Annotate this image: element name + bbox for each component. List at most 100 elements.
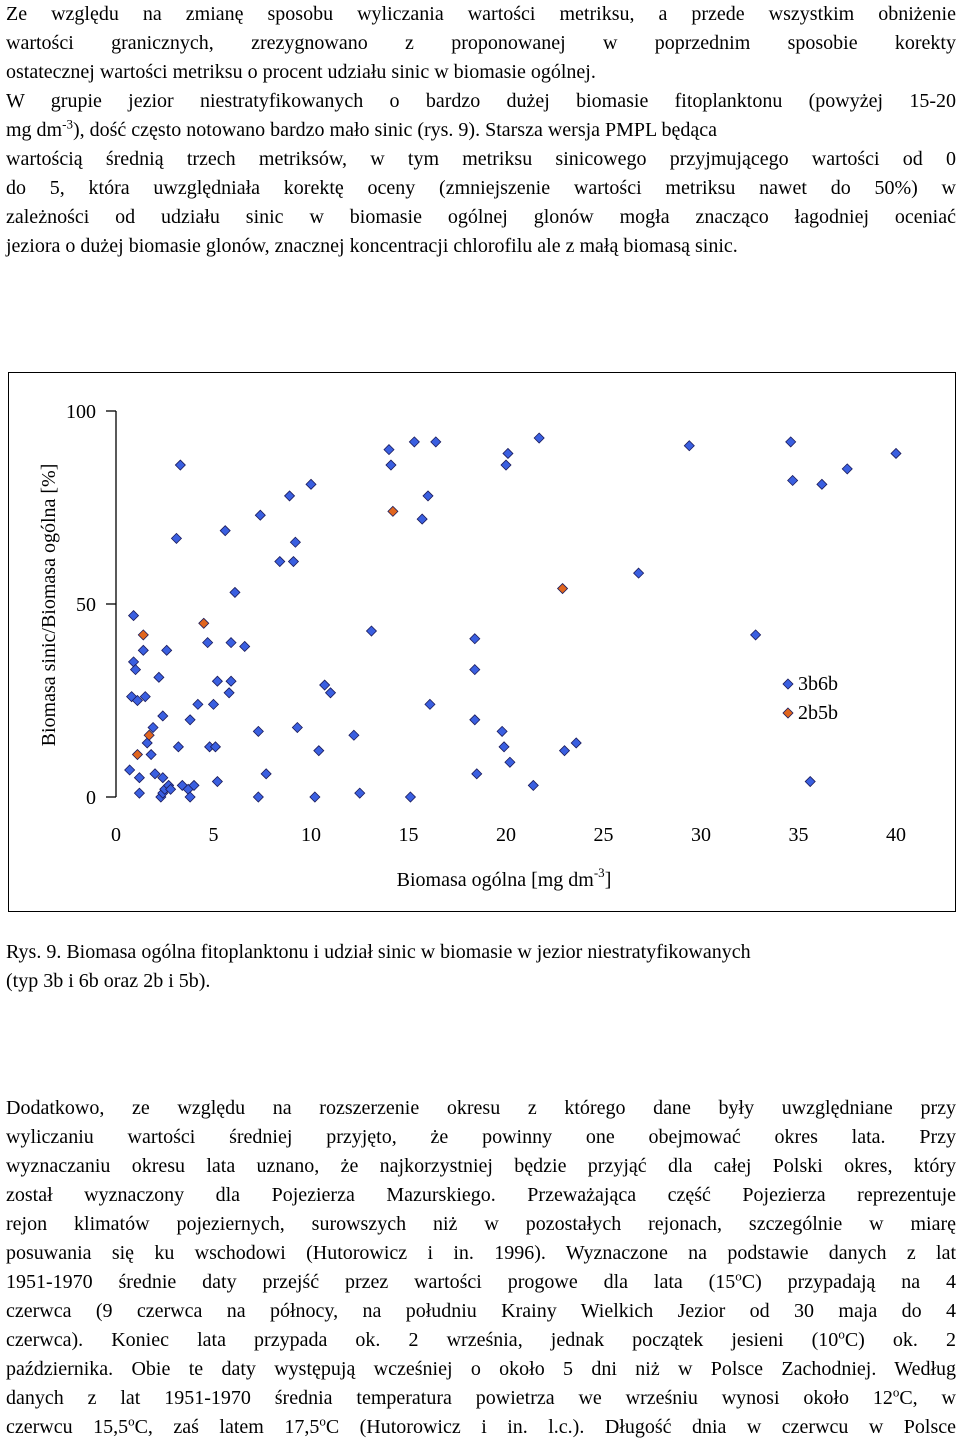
data-point-3b6b — [289, 536, 301, 548]
data-point-3b6b — [383, 444, 395, 456]
data-point-3b6b — [471, 768, 483, 780]
data-point-3b6b — [127, 656, 140, 668]
x-axis-label: Biomasa ogólna [mg dm-3] — [397, 865, 612, 891]
text-line: wyznaczaniu okresu lata uznano, że najko… — [6, 1155, 956, 1177]
text-line: posuwania się ku wschodowi (Hutorowicz i… — [6, 1242, 956, 1264]
data-point-3b6b — [219, 525, 231, 537]
text-line: czerwca (9 czerwca na północy, na połudn… — [6, 1300, 956, 1322]
data-point-3b6b — [170, 532, 183, 544]
data-point-3b6b — [157, 772, 169, 784]
data-point-3b6b — [365, 625, 378, 637]
data-point-3b6b — [348, 729, 360, 741]
data-point-3b6b — [430, 436, 442, 448]
data-point-3b6b — [287, 555, 300, 568]
data-point-3b6b — [172, 741, 184, 753]
data-point-2b5b — [143, 729, 155, 741]
data-point-3b6b — [816, 478, 828, 490]
legend-label: 2b5b — [798, 702, 838, 724]
text-line: W grupie jezior niestratyfikowanych o ba… — [6, 90, 956, 112]
text-line: danych z lat 1951-1970 średnia temperatu… — [6, 1384, 956, 1409]
data-point-3b6b — [408, 436, 420, 448]
data-point-3b6b — [841, 463, 853, 475]
data-point-3b6b — [207, 698, 220, 710]
text-line: czerwcu 15,5oC, zaś latem 17,5oC (Hutoro… — [6, 1413, 956, 1438]
x-tick-label: 10 — [301, 824, 321, 846]
data-point-3b6b — [291, 721, 303, 734]
data-point-3b6b — [229, 586, 241, 598]
data-point-3b6b — [498, 741, 510, 753]
text-line: czerwca). Koniec lata przypada ok. 2 wrz… — [6, 1326, 956, 1351]
data-point-3b6b — [533, 432, 545, 444]
text-line: Ze względu na zmianę sposobu wyliczania … — [6, 3, 956, 25]
chart-axes: 0 50 100 0 5 10 15 20 25 30 35 40 — [66, 401, 906, 846]
x-tick-label: 0 — [111, 824, 121, 846]
data-point-3b6b — [252, 791, 264, 803]
caption-line: (typ 3b i 6b oraz 2b i 5b). — [6, 970, 211, 992]
unit-exponent: -3 — [62, 116, 73, 132]
data-point-3b6b — [570, 737, 582, 749]
data-point-3b6b — [416, 513, 428, 525]
caption-line: Rys. 9. Biomasa ogólna fitoplanktonu i u… — [6, 941, 751, 963]
data-point-3b6b — [141, 737, 153, 749]
data-point-3b6b — [274, 555, 286, 568]
data-point-3b6b — [424, 698, 436, 710]
data-point-3b6b — [254, 509, 266, 521]
data-point-3b6b — [469, 633, 481, 645]
data-point-3b6b — [209, 741, 222, 753]
data-point-3b6b — [283, 490, 296, 502]
degree-sign: o — [838, 1326, 845, 1342]
legend-marker — [782, 707, 794, 719]
data-point-3b6b — [133, 772, 145, 784]
data-point-3b6b — [153, 671, 165, 683]
scatter-chart: 0 50 100 0 5 10 15 20 25 30 35 40 3b6b 2b5b Biomasa … — [8, 372, 956, 912]
data-point-3b6b — [127, 610, 140, 622]
data-point-3b6b — [252, 725, 264, 737]
data-point-3b6b — [225, 637, 237, 649]
data-point-3b6b — [124, 764, 136, 776]
data-point-3b6b — [129, 664, 142, 676]
data-point-3b6b — [527, 779, 539, 791]
text-line: 1951-1970 średnie daty przejść przez war… — [6, 1268, 956, 1293]
data-point-3b6b — [324, 687, 337, 699]
text-line: do 5, która uwzględniała korektę oceny (… — [6, 177, 956, 199]
text-line: ostatecznej wartości metriksu o procent … — [6, 61, 596, 83]
x-tick-label: 20 — [496, 824, 516, 846]
degree-sign: o — [128, 1413, 135, 1429]
data-point-3b6b — [319, 679, 331, 691]
text-line: wyliczaniu wartości średniej przyjęto, ż… — [6, 1126, 956, 1148]
data-point-3b6b — [422, 490, 434, 502]
data-point-3b6b — [139, 691, 151, 703]
text-line: wartości granicznych, zrezygnowano z pro… — [6, 32, 956, 54]
data-point-3b6b — [500, 459, 512, 471]
x-tick-label: 15 — [399, 824, 419, 846]
data-point-2b5b — [387, 505, 399, 517]
data-point-3b6b — [309, 791, 321, 803]
data-point-3b6b — [131, 694, 144, 707]
data-point-3b6b — [188, 779, 200, 791]
data-point-3b6b — [633, 567, 645, 579]
y-tick-label: 100 — [66, 401, 96, 423]
data-point-2b5b — [137, 629, 149, 641]
unit-base: mg dm — [6, 119, 63, 141]
figure-caption: Rys. 9. Biomasa ogólna fitoplanktonu i u… — [6, 938, 956, 996]
data-point-3b6b — [469, 714, 481, 726]
data-point-3b6b — [785, 436, 797, 448]
x-tick-label: 35 — [789, 824, 809, 846]
text-line: zależności od udziału sinic w biomasie o… — [6, 206, 956, 228]
data-point-3b6b — [145, 748, 157, 761]
degree-sign: o — [735, 1268, 742, 1284]
data-point-3b6b — [133, 787, 145, 799]
y-tick-label: 50 — [76, 594, 96, 616]
text-line: rejon klimatów pojeziernych, surowszych … — [6, 1213, 956, 1235]
data-point-3b6b — [147, 721, 159, 734]
text-line: mg dm-3), dość często notowano bardzo ma… — [6, 116, 956, 145]
text-line: Dodatkowo, ze względu na rozszerzenie ok… — [6, 1097, 956, 1119]
data-point-3b6b — [211, 775, 223, 788]
data-point-3b6b — [260, 768, 272, 780]
data-point-3b6b — [496, 725, 508, 737]
data-point-3b6b — [354, 787, 366, 799]
data-point-3b6b — [165, 783, 177, 795]
data-point-3b6b — [184, 714, 196, 726]
data-point-3b6b — [184, 791, 196, 803]
data-point-3b6b — [225, 675, 237, 687]
